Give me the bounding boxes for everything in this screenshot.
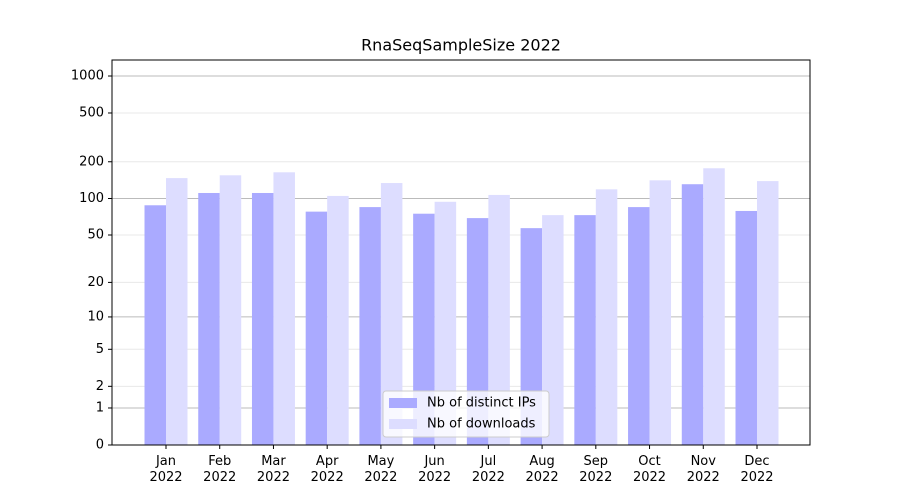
legend-box [382,390,550,438]
legend-swatch [389,419,417,429]
x-tick-label: May 2022 [364,454,397,485]
bar [251,192,274,445]
y-tick-label: 0 [96,438,104,453]
y-tick-label: 1000 [71,69,104,84]
y-tick-label: 100 [79,191,104,206]
bar [327,195,349,445]
bar [681,184,704,446]
y-tick-label: 20 [87,275,104,290]
y-tick-label: 2 [96,379,104,394]
bar [735,210,757,445]
bar [703,168,725,446]
y-tick-label: 5 [96,342,104,357]
x-tick-label: Sep 2022 [579,454,612,485]
bar [649,180,672,445]
bar [273,172,295,445]
x-tick-label: Mar 2022 [257,454,290,485]
y-tick-label: 10 [87,309,104,324]
bar [488,194,510,445]
bar [380,183,403,445]
bar [198,192,220,445]
legend-label: Nb of distinct IPs [427,396,536,411]
bar [413,213,435,445]
y-tick-label: 200 [79,154,104,169]
bar [359,207,381,445]
plot-frame [111,59,811,446]
bar [434,201,457,445]
legend-label: Nb of downloads [427,417,536,432]
bar [305,211,328,445]
y-tick-label: 500 [79,105,104,120]
bar [219,175,242,445]
bar [144,205,166,445]
bar [542,215,564,445]
bar [595,189,618,445]
x-tick-label: Jul 2022 [472,454,505,485]
x-tick-label: Jun 2022 [418,454,451,485]
x-tick-label: Oct 2022 [633,454,666,485]
x-tick-label: Apr 2022 [311,454,344,485]
x-tick-label: Feb 2022 [203,454,236,485]
legend-swatch [389,398,417,408]
bar [466,218,489,445]
bar [757,181,779,446]
x-tick-label: Dec 2022 [740,454,773,485]
y-tick-label: 50 [87,228,104,243]
x-tick-label: Jan 2022 [149,454,182,485]
bar [166,178,188,445]
bar [574,215,596,445]
bar [628,207,650,445]
x-tick-label: Nov 2022 [687,454,720,485]
x-tick-label: Aug 2022 [526,454,559,485]
chart-title: RnaSeqSampleSize 2022 [361,36,561,55]
y-tick-label: 1 [96,400,104,415]
